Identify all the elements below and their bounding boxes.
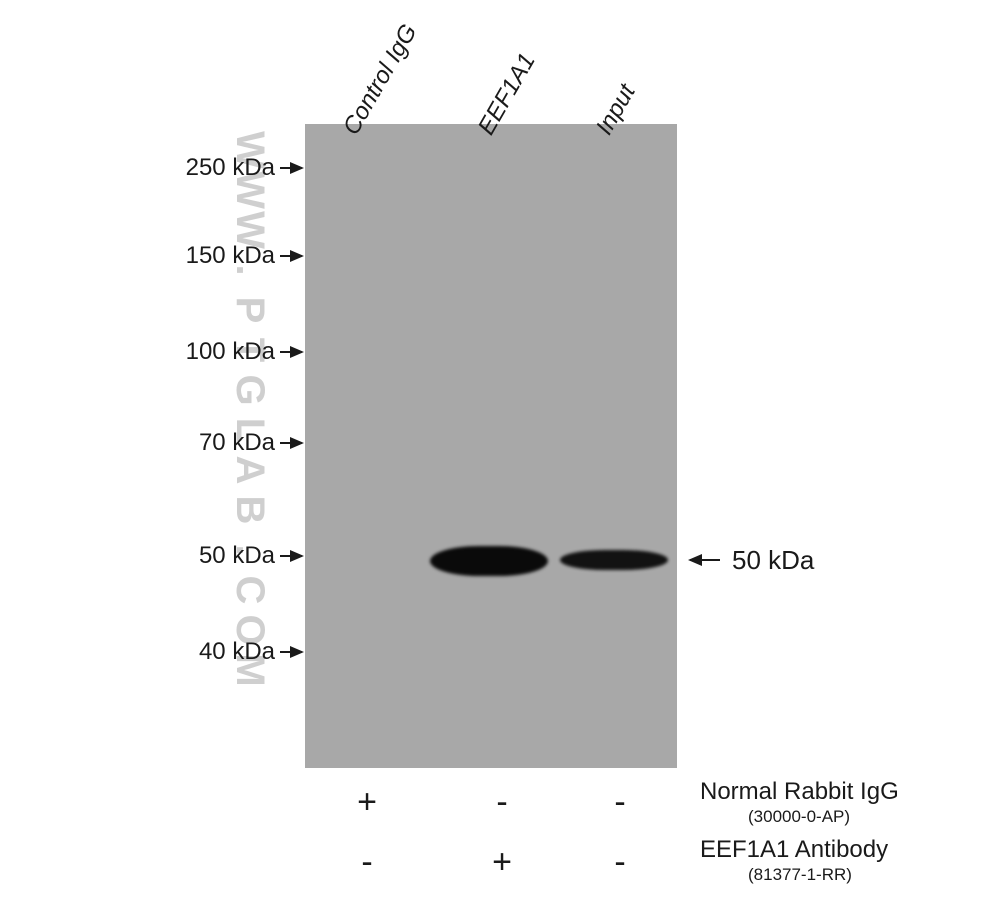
mw-label: 50 kDa [199, 542, 275, 570]
watermark-letter: C [230, 570, 270, 610]
mw-label: 250 kDa [186, 154, 275, 182]
column-label: Control IgG [338, 20, 424, 140]
blot-band [560, 550, 668, 570]
plus-minus-cell: - [605, 783, 635, 822]
blot-band [430, 546, 548, 576]
plus-minus-cell: - [605, 843, 635, 882]
antibody-catalog: (81377-1-RR) [748, 865, 852, 885]
figure-container: WWW.PTGLAB.COM Control IgGEEF1A1Input 25… [0, 0, 1000, 903]
mw-label: 40 kDa [199, 638, 275, 666]
mw-label: 150 kDa [186, 242, 275, 270]
band-pointer-label: 50 kDa [732, 545, 814, 576]
plus-minus-cell: - [352, 843, 382, 882]
mw-label: 70 kDa [199, 429, 275, 457]
plus-minus-cell: + [352, 783, 382, 822]
plus-minus-cell: + [487, 843, 517, 882]
plus-minus-cell: - [487, 783, 517, 822]
watermark-letter: B [230, 490, 270, 530]
mw-label: 100 kDa [186, 338, 275, 366]
antibody-catalog: (30000-0-AP) [748, 807, 850, 827]
watermark-letter: G [230, 370, 270, 410]
antibody-name: EEF1A1 Antibody [700, 836, 888, 864]
blot-membrane [305, 124, 677, 768]
watermark-letter: P [230, 290, 270, 330]
antibody-name: Normal Rabbit IgG [700, 778, 899, 806]
